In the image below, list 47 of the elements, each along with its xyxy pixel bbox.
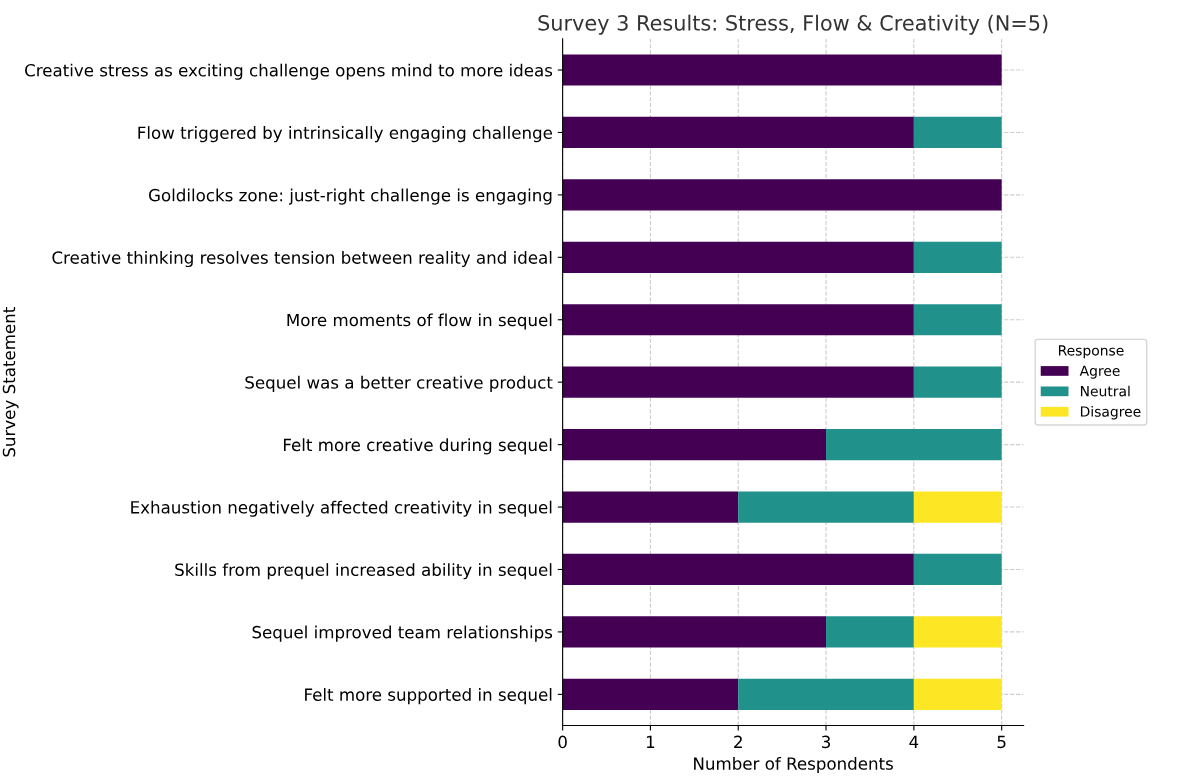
bar xyxy=(562,491,739,523)
x-tick-label: 0 xyxy=(558,735,567,749)
bar xyxy=(562,616,827,648)
bar xyxy=(562,429,827,461)
bar xyxy=(913,616,1002,648)
bar xyxy=(913,241,1002,273)
legend-label: Disagree xyxy=(1080,406,1141,420)
bar xyxy=(562,553,914,586)
legend-label: Agree xyxy=(1079,365,1120,379)
y-tick-label: Exhaustion negatively affected creativity in sequel xyxy=(131,500,552,517)
y-tick-label: Skills from prequel increased ability in sequel xyxy=(175,563,552,580)
bar xyxy=(738,678,914,710)
x-tick-label: 2 xyxy=(734,735,742,748)
bar xyxy=(562,678,739,710)
legend-title: Response xyxy=(1058,345,1124,359)
x-tick-label: 4 xyxy=(909,735,919,748)
y-tick-label: Sequel improved team relationships xyxy=(252,625,553,642)
y-tick-label: Creative stress as exciting challenge opens mind to more ideas xyxy=(25,63,553,80)
y-tick-label: Goldilocks zone: just-right challenge is engaging xyxy=(148,188,552,205)
y-axis-title: Survey Statement xyxy=(2,307,19,457)
x-axis-title: Number of Respondents xyxy=(694,756,893,774)
bar xyxy=(562,116,914,149)
x-tick-label: 1 xyxy=(646,735,655,748)
bar xyxy=(738,491,914,523)
y-tick-label: Felt more supported in sequel xyxy=(305,688,552,705)
y-tick-label: Felt more creative during sequel xyxy=(283,438,552,455)
bar xyxy=(913,553,1002,586)
bar xyxy=(913,116,1002,149)
bar xyxy=(913,678,1002,710)
bar xyxy=(562,366,914,398)
legend-label: Neutral xyxy=(1080,385,1130,397)
bar xyxy=(562,179,1002,211)
bar xyxy=(562,304,914,336)
y-tick-label: Flow triggered by intrinsically engaging challenge xyxy=(138,126,553,143)
x-tick-label: 5 xyxy=(997,735,1006,749)
bar xyxy=(562,241,914,273)
y-tick-label: More moments of flow in sequel xyxy=(287,313,552,330)
y-tick-label: Sequel was a better creative product xyxy=(245,375,553,392)
bar xyxy=(913,304,1002,336)
bar xyxy=(562,54,1002,86)
chart-title: Survey 3 Results: Stress, Flow & Creativity (N=5) xyxy=(538,14,1048,35)
x-tick-label: 3 xyxy=(822,735,831,749)
y-tick-label: Creative thinking resolves tension between reality and ideal xyxy=(52,250,552,268)
bar xyxy=(913,366,1002,398)
bar xyxy=(826,429,1002,461)
bar xyxy=(826,616,914,648)
bar xyxy=(913,491,1002,523)
